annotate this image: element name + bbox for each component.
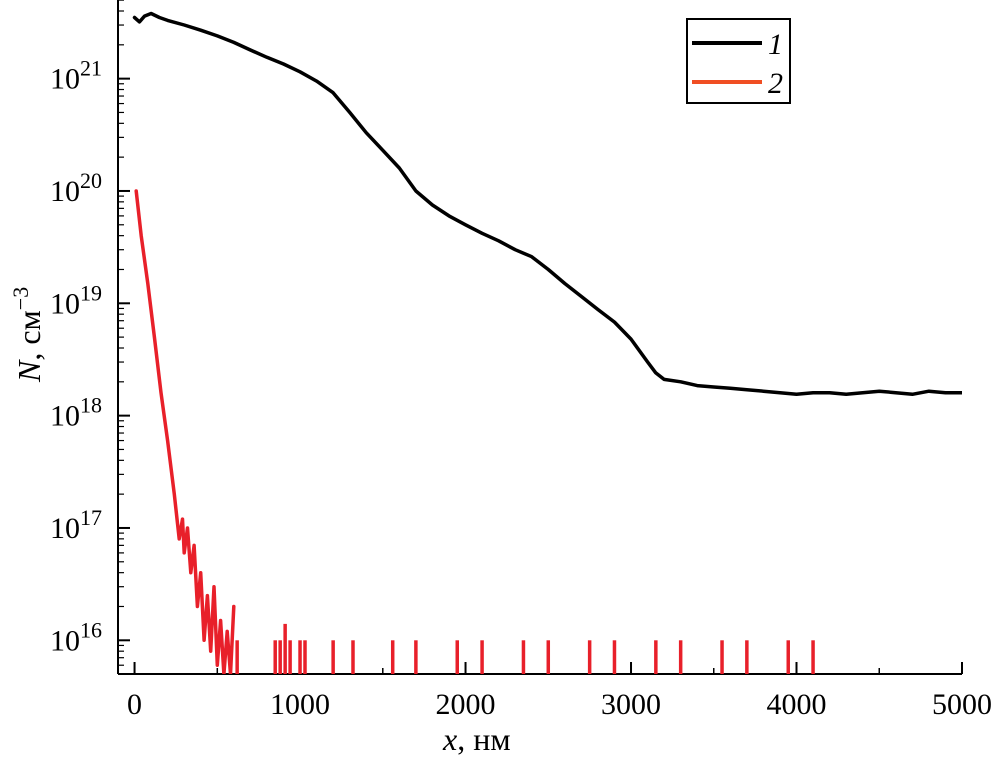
- y-tick-exp: 19: [80, 280, 102, 305]
- y-axis-exp: −3: [8, 287, 33, 310]
- y-tick-label: 1019: [50, 280, 102, 320]
- y-axis-unit: , см: [11, 310, 47, 360]
- axis-labels: x, нм N, см−3: [8, 287, 511, 757]
- axes: 0 1000 2000 3000 4000 50001016101710181019102…: [50, 0, 992, 721]
- y-tick-base: 10: [50, 287, 80, 320]
- legend-label-2: 2: [768, 67, 783, 100]
- y-axis-label: N, см−3: [8, 287, 47, 383]
- y-tick-exp: 16: [80, 617, 102, 642]
- y-tick-label: 1018: [50, 393, 102, 433]
- y-tick-base: 10: [50, 400, 80, 433]
- y-tick-exp: 21: [80, 56, 102, 81]
- y-tick-exp: 17: [80, 505, 102, 530]
- y-tick-label: 1021: [50, 56, 102, 96]
- y-tick-exp: 20: [80, 168, 102, 193]
- y-axis-var: N: [11, 359, 47, 383]
- x-axis-label: x, нм: [442, 721, 511, 757]
- legend-box: [686, 18, 791, 104]
- x-tick-label: 2000: [436, 688, 496, 721]
- x-tick-label: 4000: [767, 688, 827, 721]
- legend-label-1: 1: [768, 28, 783, 61]
- x-tick-label: 1000: [270, 688, 330, 721]
- x-tick-label: 3000: [601, 688, 661, 721]
- series-layer: [132, 11, 962, 674]
- x-axis-unit: , нм: [457, 721, 510, 757]
- y-tick-base: 10: [50, 175, 80, 208]
- y-tick-label: 1017: [50, 505, 102, 545]
- y-tick-label: 1016: [50, 617, 102, 657]
- series-1-line: [132, 11, 962, 397]
- legend: 1 2: [686, 18, 791, 104]
- y-tick-label: 1020: [50, 168, 102, 208]
- y-tick-exp: 18: [80, 393, 102, 418]
- x-tick-label: 5000: [932, 688, 992, 721]
- x-tick-label: 0: [127, 688, 142, 721]
- y-tick-base: 10: [50, 624, 80, 657]
- y-tick-base: 10: [50, 63, 80, 96]
- y-tick-base: 10: [50, 512, 80, 545]
- series-2-line: [134, 189, 236, 674]
- x-axis-var: x: [442, 721, 457, 757]
